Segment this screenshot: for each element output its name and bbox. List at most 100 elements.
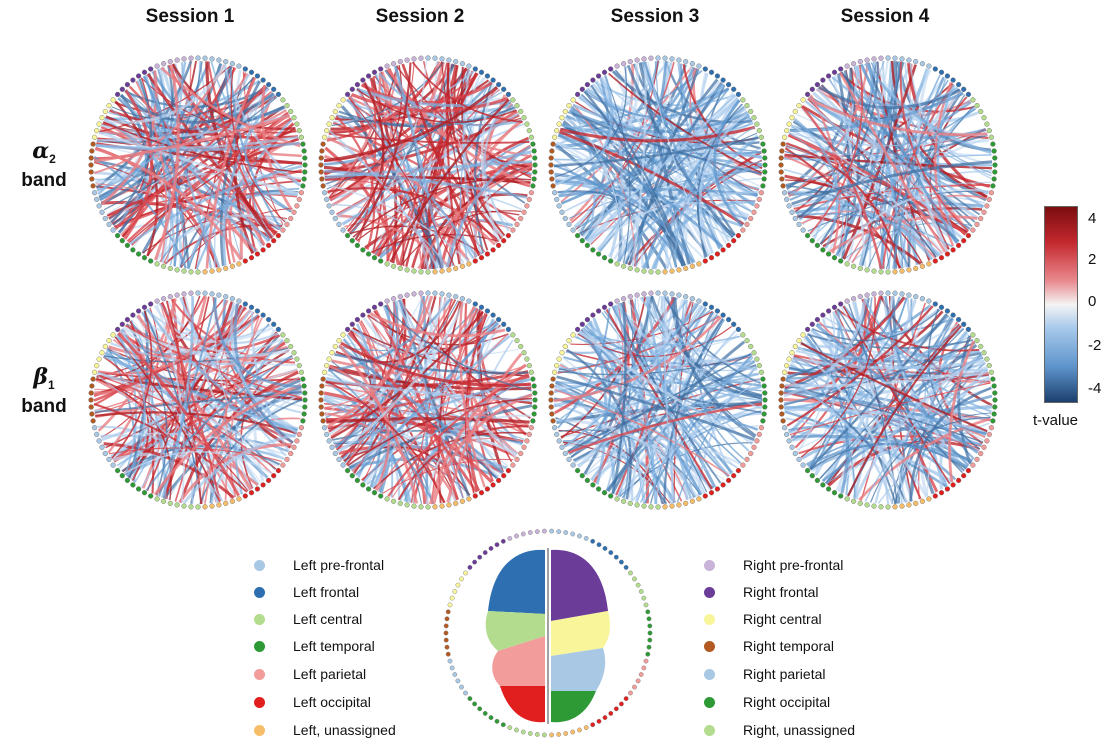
electrode-node [991,176,997,182]
connection-negative [324,169,528,199]
electrode-node [751,115,757,121]
electrode-node [780,141,786,147]
electrode-node [459,263,466,269]
brain-left-frontal [488,549,545,614]
connection-positive [93,403,248,493]
legend-item-left-parietal: Left parietal [254,664,366,684]
electrode-node [174,502,180,508]
electrode-node [574,233,581,239]
electrode-node [892,55,898,61]
electrode-node [570,332,576,338]
electrode-node [850,498,857,504]
electrode-node [899,268,905,274]
electrode-node [141,255,148,261]
electrode-node [526,431,532,438]
electrode-node [510,227,516,233]
brain-ring-node [645,651,651,657]
electrode-node [528,134,535,140]
electrode-node [614,298,620,304]
electrode-node [857,265,863,272]
connection-negative [154,214,287,262]
electrode-node [298,425,305,431]
electrode-node [119,321,125,327]
electrode-node [552,369,558,375]
electrode-node [344,91,351,98]
connection-positive [335,115,376,250]
brain-ring-node [570,531,576,537]
electrode-node [320,418,326,424]
electrode-node [209,56,215,62]
electrode-node [683,294,689,300]
electrode-node [365,308,372,314]
electrode-node [850,296,857,302]
electrode-node [531,148,537,154]
row-word-alpha: band [21,169,67,191]
electrode-node [548,155,554,161]
electrode-node [760,141,766,147]
connection-negative [568,111,762,175]
electrode-node [740,462,746,468]
electrode-node [349,238,355,244]
electrode-node [531,383,537,389]
connection-positive [369,312,506,338]
electrode-node [106,102,112,109]
electrode-node [326,121,332,127]
electrode-node [119,238,125,244]
connection-positive [432,393,533,505]
brain-ring-node [447,658,453,664]
brain-ring-node [482,710,488,716]
electrode-node [106,456,112,463]
electrode-node [478,69,485,75]
connection-negative [328,130,439,270]
electrode-node [782,425,788,431]
connection-positive [572,104,636,267]
electrode-node [648,55,654,61]
brain-ring-node [534,731,540,737]
legend-item-right-frontal: Right frontal [704,582,818,602]
connection-positive [340,341,531,387]
electrode-node [96,438,102,444]
connection-negative [146,308,297,435]
connection-negative [337,301,466,454]
connection-negative [831,76,959,108]
electrode-node [88,390,94,396]
electrode-node [950,312,956,318]
colorbar-label: t-value [1033,412,1079,429]
connection-positive [458,301,486,488]
electrode-node [254,251,261,257]
electrode-node [981,209,987,215]
electrode-node [284,456,290,463]
brain-left-occipital [500,686,545,723]
legend-label: Left parietal [293,666,367,682]
electrode-node [919,498,926,504]
electrode-node [110,462,116,468]
connection-positive [800,296,876,458]
connection-negative [124,450,273,475]
brain-left-parietal [492,636,545,686]
connection-positive [93,114,291,163]
electrode-node [371,255,378,261]
electrode-node [466,298,472,304]
legend-dot [704,668,715,680]
electrode-node [490,77,496,83]
brain-ring-node [641,595,647,601]
connection-positive [348,97,455,266]
brain-ring-node [494,718,500,724]
electrode-node [344,326,351,333]
electrode-node [778,390,784,396]
electrode-node [559,350,565,356]
electrode-node [779,148,785,154]
brain-ring-node [590,722,596,728]
electrode-node [294,203,300,209]
electrode-node [871,56,877,62]
electrode-node [820,482,826,488]
electrode-node [291,350,297,356]
electrode-node [871,268,877,274]
electrode-node [526,362,532,369]
connection-negative [793,117,839,249]
brain-ring-node [646,644,652,650]
electrode-node [501,473,507,479]
connection-negative [553,63,640,168]
electrode-node [550,418,556,424]
electrode-node [735,326,742,333]
